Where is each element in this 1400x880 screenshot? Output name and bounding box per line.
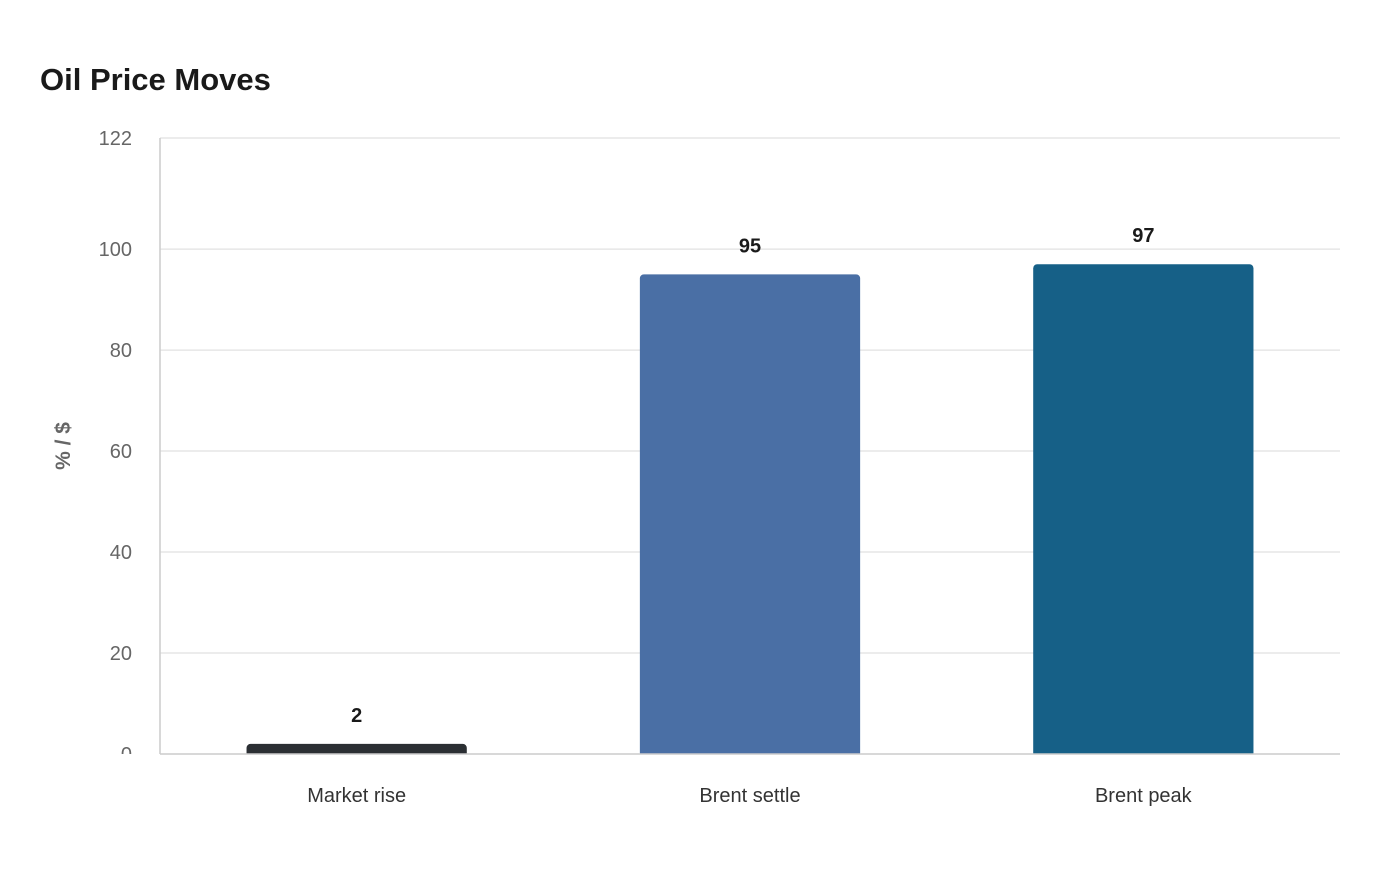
chart-title: Oil Price Moves	[40, 62, 271, 97]
bar	[639, 274, 861, 757]
y-tick-label: 100	[99, 239, 132, 261]
y-tick-label: 80	[110, 340, 132, 362]
axis-mask	[0, 754, 1400, 880]
y-tick-label: 122	[99, 128, 132, 150]
y-tick-label: 60	[110, 441, 132, 463]
y-axis-label: % / $	[52, 422, 75, 470]
x-axis-ticks: Market rise Brent settle Brent peak	[307, 785, 1192, 807]
y-axis-ticks: 020406080100122	[99, 128, 132, 766]
x-tick-label: Market rise	[307, 785, 406, 807]
x-tick-label: Brent settle	[699, 785, 800, 807]
x-tick-label: Brent peak	[1095, 785, 1193, 807]
data-label: 2	[351, 705, 362, 727]
data-label: 97	[1132, 225, 1154, 247]
data-label: 95	[739, 235, 761, 257]
data-labels: 2 95 97	[351, 225, 1154, 727]
bars	[0, 264, 1400, 880]
y-tick-label: 20	[110, 643, 132, 665]
bar	[1033, 264, 1254, 757]
y-tick-label: 40	[110, 542, 132, 564]
